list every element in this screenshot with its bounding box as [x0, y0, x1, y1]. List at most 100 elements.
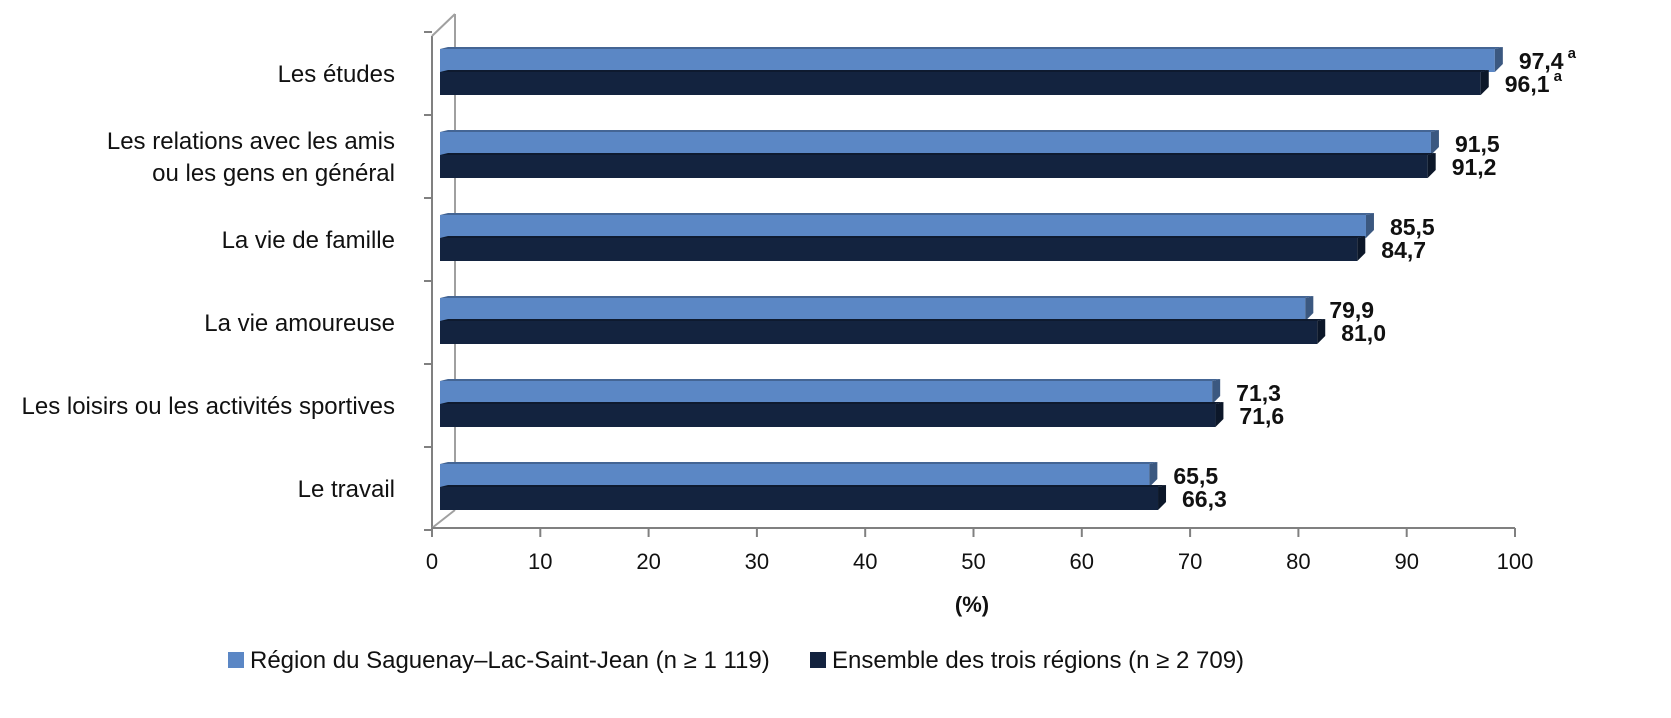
- x-tick-label: 60: [1070, 549, 1094, 574]
- bar-ensemble: [440, 153, 1436, 178]
- bar-top-face: [440, 130, 1439, 132]
- category-label: La vie amoureuse: [204, 310, 395, 337]
- category-label: Les relations avec les amis ou les gens e…: [107, 128, 395, 187]
- bar-ensemble: [440, 70, 1489, 95]
- bar-end-face: [1215, 402, 1224, 427]
- bar-top-face: [440, 485, 1167, 487]
- x-tick-label: 40: [853, 549, 877, 574]
- x-tick-label: 0: [426, 549, 438, 574]
- category-label-line: Les loisirs ou les activités sportives: [22, 393, 395, 420]
- bar-front-face: [440, 132, 1431, 155]
- bar-front-face: [440, 238, 1358, 261]
- y-axis-top-edge: [431, 13, 456, 37]
- data-label: 66,3: [1182, 486, 1227, 512]
- bar-end-face: [1158, 485, 1167, 510]
- bar-end-face: [1430, 130, 1439, 155]
- bar-end-face: [1149, 462, 1158, 487]
- category-label: La vie de famille: [222, 227, 395, 254]
- data-label: 84,7: [1381, 237, 1426, 263]
- legend-item: Ensemble des trois régions (n ≥ 2 709): [810, 647, 1244, 674]
- x-tick-label: 90: [1394, 549, 1418, 574]
- bar-ensemble: [440, 485, 1167, 510]
- bar-front-face: [440, 464, 1150, 487]
- x-tick-label: 30: [745, 549, 769, 574]
- legend-label: Ensemble des trois régions (n ≥ 2 709): [832, 647, 1244, 674]
- legend-swatch: [810, 652, 826, 668]
- x-axis-title: (%): [955, 592, 989, 617]
- data-label: 97,4: [1519, 48, 1564, 74]
- category-label-line: Le travail: [298, 476, 395, 503]
- bar-top-face: [440, 319, 1326, 321]
- data-label-superscript: a: [1554, 68, 1563, 85]
- bar-front-face: [440, 487, 1159, 510]
- y-axis-bottom-edge: [431, 509, 456, 529]
- bar-end-face: [1212, 379, 1221, 404]
- bar-region: [440, 296, 1314, 321]
- chart-legend: Région du Saguenay–Lac-Saint-Jean (n ≥ 1…: [228, 647, 1244, 674]
- data-label: 65,5: [1173, 463, 1218, 489]
- bar-region: [440, 462, 1158, 487]
- bar-top-face: [440, 296, 1314, 298]
- x-tick-label: 10: [528, 549, 552, 574]
- bar-top-face: [440, 47, 1503, 49]
- bar-ensemble: [440, 236, 1366, 261]
- bar-end-face: [1365, 213, 1374, 238]
- chart-axes: 0 10 20 30 40 50 60 70 80 90 100: [424, 13, 1534, 574]
- bar-end-face: [1357, 236, 1366, 261]
- bar-region: [440, 213, 1374, 238]
- category-label-line: Les études: [278, 61, 395, 88]
- category-label-line: La vie amoureuse: [204, 310, 395, 337]
- legend-label: Région du Saguenay–Lac-Saint-Jean (n ≥ 1…: [250, 647, 770, 674]
- data-label: 81,0: [1341, 320, 1386, 346]
- bar-end-face: [1317, 319, 1326, 344]
- bar-front-face: [440, 298, 1306, 321]
- chart-bars: [440, 47, 1503, 510]
- bar-front-face: [440, 215, 1366, 238]
- category-label: Les études: [278, 61, 395, 88]
- legend-item: Région du Saguenay–Lac-Saint-Jean (n ≥ 1…: [228, 647, 770, 674]
- bar-top-face: [440, 462, 1158, 464]
- bar-top-face: [440, 402, 1224, 404]
- data-label: 96,1: [1505, 71, 1550, 97]
- bar-end-face: [1494, 47, 1503, 72]
- data-label-superscript: a: [1568, 45, 1577, 62]
- x-tick-label: 80: [1286, 549, 1310, 574]
- bar-front-face: [440, 155, 1428, 178]
- bar-top-face: [440, 70, 1489, 72]
- data-label: 91,2: [1452, 154, 1497, 180]
- bar-top-face: [440, 236, 1366, 238]
- bar-ensemble: [440, 402, 1224, 427]
- bar-top-face: [440, 379, 1221, 381]
- legend-swatch: [228, 652, 244, 668]
- category-label-line: La vie de famille: [222, 227, 395, 254]
- bar-region: [440, 130, 1439, 155]
- bar-end-face: [1480, 70, 1489, 95]
- bar-front-face: [440, 381, 1213, 404]
- bar-region: [440, 47, 1503, 72]
- x-tick-label: 70: [1178, 549, 1202, 574]
- bar-ensemble: [440, 319, 1326, 344]
- category-label: Le travail: [298, 476, 395, 503]
- bar-region: [440, 379, 1221, 404]
- bar-top-face: [440, 153, 1436, 155]
- data-label: 91,5: [1455, 131, 1500, 157]
- bar-end-face: [1427, 153, 1436, 178]
- bar-front-face: [440, 72, 1481, 95]
- bar-end-face: [1305, 296, 1314, 321]
- data-label: 79,9: [1329, 297, 1374, 323]
- data-label: 71,3: [1236, 380, 1281, 406]
- category-label-line: ou les gens en général: [152, 160, 395, 187]
- x-tick-label: 20: [636, 549, 660, 574]
- data-label: 85,5: [1390, 214, 1435, 240]
- bar-front-face: [440, 321, 1318, 344]
- bar-front-face: [440, 404, 1216, 427]
- x-tick-label: 100: [1497, 549, 1534, 574]
- x-tick-label: 50: [961, 549, 985, 574]
- bar-front-face: [440, 49, 1495, 72]
- category-label-line: Les relations avec les amis: [107, 128, 395, 155]
- data-label: 71,6: [1239, 403, 1284, 429]
- category-label: Les loisirs ou les activités sportives: [22, 393, 395, 420]
- bar-top-face: [440, 213, 1374, 215]
